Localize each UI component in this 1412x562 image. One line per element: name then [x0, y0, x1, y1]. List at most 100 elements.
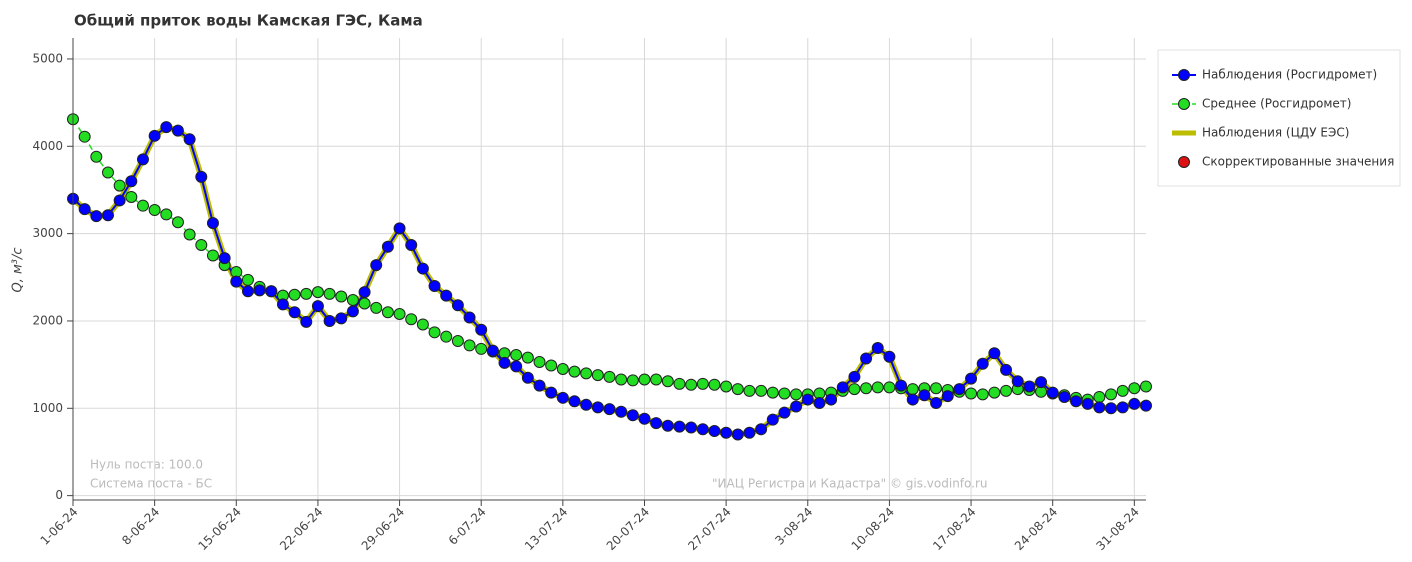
data-point — [1140, 399, 1152, 412]
data-point — [288, 306, 301, 319]
data-point — [778, 406, 791, 419]
data-point — [1046, 386, 1059, 399]
data-point — [206, 217, 219, 230]
y-tick-label: 3000 — [32, 226, 63, 240]
x-tick-label: 1-06-24 — [38, 505, 81, 548]
data-point — [1140, 380, 1152, 393]
data-point — [498, 356, 511, 369]
data-point — [580, 367, 593, 380]
data-point — [638, 412, 651, 425]
data-point — [801, 393, 814, 406]
markers — [67, 113, 1152, 441]
data-point — [405, 313, 418, 326]
data-point — [661, 375, 674, 388]
data-point — [463, 339, 476, 352]
data-point — [393, 307, 406, 320]
legend-label: Среднее (Росгидромет) — [1202, 97, 1351, 111]
y-tick-label: 1000 — [32, 401, 63, 415]
data-point — [906, 393, 919, 406]
data-point — [720, 426, 733, 439]
x-tick-label: 8-06-24 — [119, 505, 162, 548]
data-point — [136, 199, 149, 212]
data-point — [825, 393, 838, 406]
data-point — [1070, 395, 1083, 408]
data-point — [90, 150, 103, 163]
data-point — [160, 121, 173, 134]
data-point — [708, 425, 721, 438]
data-point — [976, 388, 989, 401]
legend-marker — [1178, 69, 1190, 81]
data-point — [743, 384, 756, 397]
data-point — [965, 372, 978, 385]
data-point — [370, 301, 383, 314]
data-point — [848, 370, 861, 383]
data-point — [1081, 397, 1094, 410]
data-point — [1058, 390, 1071, 403]
data-point — [323, 287, 336, 300]
data-point — [218, 252, 231, 265]
y-tick-label: 5000 — [32, 51, 63, 65]
data-point — [416, 318, 429, 331]
data-point — [416, 262, 429, 275]
data-point — [743, 426, 756, 439]
legend-marker — [1178, 156, 1190, 168]
data-point — [101, 209, 114, 222]
data-point — [335, 312, 348, 325]
data-point — [358, 286, 371, 299]
data-point — [895, 379, 908, 392]
data-point — [428, 326, 441, 339]
data-point — [988, 386, 1001, 399]
data-point — [591, 369, 604, 382]
annotation: Нуль поста: 100.0 — [90, 458, 203, 472]
data-point — [288, 288, 301, 301]
data-point — [510, 349, 523, 362]
x-tick-label: 24-08-24 — [1012, 505, 1060, 553]
x-tick-label: 3-08-24 — [772, 505, 815, 548]
data-point — [381, 240, 394, 253]
data-point — [871, 342, 884, 355]
data-point — [976, 357, 989, 370]
data-point — [125, 190, 138, 203]
data-point — [650, 373, 663, 386]
data-point — [790, 388, 803, 401]
data-point — [1116, 384, 1129, 397]
data-point — [241, 273, 254, 286]
data-point — [521, 371, 534, 384]
x-tick-label: 31-08-24 — [1094, 505, 1142, 553]
legend-label: Наблюдения (Росгидромет) — [1202, 68, 1377, 82]
data-point — [475, 342, 488, 355]
data-point — [300, 287, 313, 300]
x-tick-label: 15-06-24 — [195, 505, 243, 553]
data-point — [311, 300, 324, 313]
data-point — [1093, 401, 1106, 414]
data-point — [568, 365, 581, 378]
data-point — [323, 314, 336, 327]
data-point — [440, 330, 453, 343]
data-point — [1000, 363, 1013, 376]
data-point — [755, 384, 768, 397]
data-point — [1105, 388, 1118, 401]
data-point — [626, 409, 639, 422]
data-point — [1035, 376, 1048, 389]
data-point — [1023, 380, 1036, 393]
x-tick-label: 20-07-24 — [604, 505, 652, 553]
data-point — [708, 378, 721, 391]
data-point — [1000, 384, 1013, 397]
data-point — [848, 383, 861, 396]
data-point — [603, 370, 616, 383]
data-point — [451, 335, 464, 348]
data-point — [650, 417, 663, 430]
data-point — [778, 387, 791, 400]
data-point — [393, 222, 406, 235]
x-tick-label: 17-08-24 — [930, 505, 978, 553]
data-point — [160, 208, 173, 221]
data-point — [125, 175, 138, 188]
data-point — [405, 238, 418, 251]
legend-label: Наблюдения (ЦДУ ЕЭС) — [1202, 126, 1349, 140]
data-point — [965, 387, 978, 400]
data-point — [766, 413, 779, 426]
data-point — [638, 373, 651, 386]
data-point — [486, 344, 499, 357]
data-point — [183, 133, 196, 146]
